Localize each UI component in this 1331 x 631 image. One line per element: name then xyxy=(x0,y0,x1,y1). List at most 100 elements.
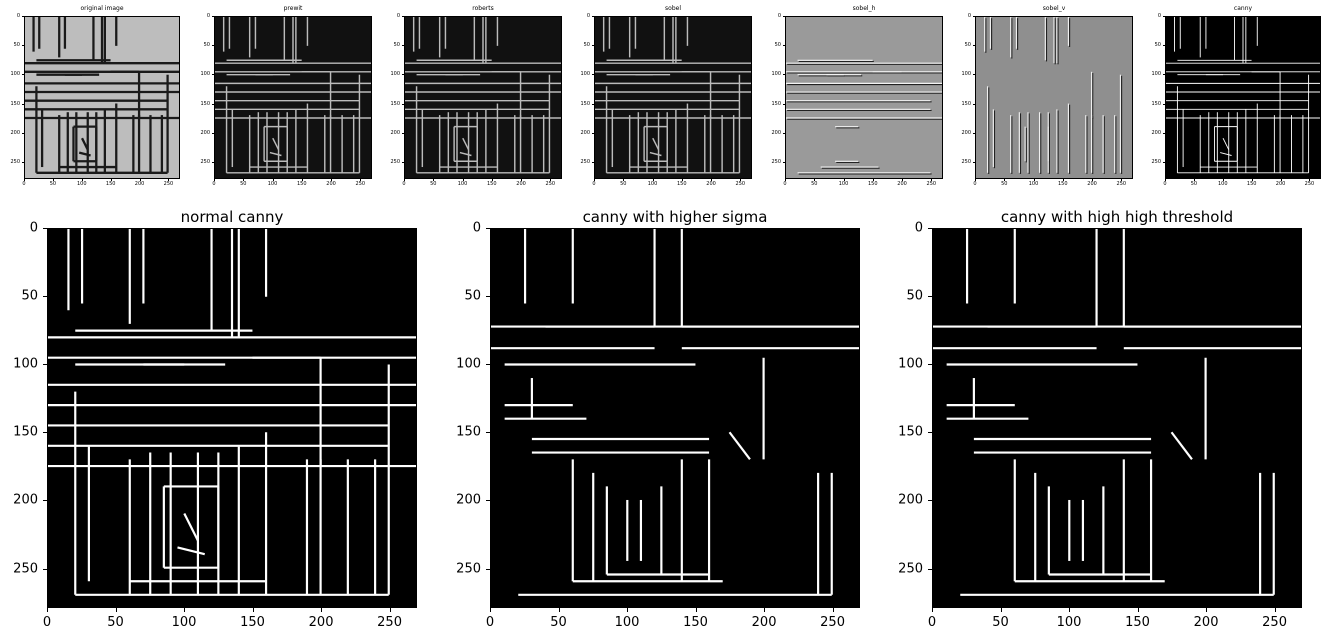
image-frame xyxy=(404,16,562,179)
x-tick xyxy=(462,179,464,181)
panel-title: canny with high high threshold xyxy=(1000,208,1234,226)
y-tick xyxy=(402,74,404,76)
image-frame xyxy=(932,228,1302,608)
x-tick-label: 50 xyxy=(107,615,124,630)
y-tick-label: 200 xyxy=(390,129,400,136)
x-tick xyxy=(558,608,560,612)
y-tick-label: 150 xyxy=(1151,100,1161,107)
y-tick-label: 250 xyxy=(1151,159,1161,166)
edge-line xyxy=(177,546,206,556)
y-tick-label: 100 xyxy=(961,71,971,78)
y-tick-label: 50 xyxy=(21,288,38,304)
x-tick xyxy=(490,608,491,612)
y-tick-label: 250 xyxy=(898,561,923,576)
y-tick-label: 100 xyxy=(580,71,590,78)
panel-canny: canny 0 50 100 150 200 250 0 50 100 150 200 250 xyxy=(1151,5,1321,187)
x-tick-label: 50 xyxy=(550,615,567,630)
y-tick-label: 250 xyxy=(580,159,590,166)
y-tick xyxy=(402,45,404,47)
y-tick-label: 250 xyxy=(10,159,20,166)
image-background xyxy=(786,17,942,178)
image-frame xyxy=(594,16,752,179)
y-tick-label: 100 xyxy=(200,71,210,78)
y-tick xyxy=(43,364,47,366)
x-tick-label: 250 xyxy=(820,615,845,630)
y-tick-label: 200 xyxy=(580,129,590,136)
panel-title: sobel xyxy=(665,5,681,12)
y-tick xyxy=(592,162,594,164)
x-tick xyxy=(301,179,303,181)
image-frame xyxy=(785,16,943,179)
x-tick-label: 200 xyxy=(706,181,716,187)
x-tick xyxy=(1092,179,1094,181)
panel-prewit: prewit 0 50 100 150 200 250 0 50 100 150 200 250 xyxy=(200,5,372,187)
y-tick-label: 250 xyxy=(456,561,481,576)
x-tick-label: 150 xyxy=(867,181,878,187)
image-frame xyxy=(214,16,372,179)
panel-canny-higher-sigma: canny with higher sigma 0 50 100 150 200 250 0 5… xyxy=(456,208,860,630)
x-tick-label: 100 xyxy=(1028,181,1039,187)
panel-title: prewit xyxy=(283,5,303,12)
x-tick-label: 200 xyxy=(516,181,526,187)
y-tick xyxy=(592,45,594,47)
y-tick xyxy=(1163,132,1165,134)
x-tick-label: 0 xyxy=(42,615,52,630)
x-tick xyxy=(832,608,834,612)
x-tick xyxy=(184,608,186,612)
edge-line xyxy=(728,431,751,460)
y-tick-label: 0 xyxy=(472,220,481,236)
y-tick-label: 0 xyxy=(914,220,923,236)
y-tick xyxy=(1163,45,1165,47)
y-tick xyxy=(973,103,975,105)
x-tick xyxy=(252,608,254,612)
x-tick-label: 150 xyxy=(1057,181,1068,187)
y-tick xyxy=(783,45,785,47)
x-tick xyxy=(1004,179,1006,181)
x-tick xyxy=(785,179,786,181)
x-tick xyxy=(1069,608,1071,612)
x-tick xyxy=(115,608,117,612)
x-tick xyxy=(1165,179,1166,181)
panel-sobel_h: sobel_h 0 50 100 150 200 250 0 50 100 150 200 250 xyxy=(771,5,943,187)
x-tick-label: 250 xyxy=(163,181,174,187)
x-tick xyxy=(47,608,48,612)
image-content xyxy=(48,229,416,607)
y-tick xyxy=(212,16,214,17)
x-tick xyxy=(81,179,83,181)
x-tick xyxy=(1000,608,1002,612)
x-tick-label: 200 xyxy=(751,615,777,630)
panel-normal-canny: normal canny 0 50 100 150 200 250 0 50 100 150 200 2… xyxy=(13,208,417,630)
y-tick-label: 100 xyxy=(13,356,38,372)
x-tick-label: 50 xyxy=(430,181,437,187)
y-tick-label: 200 xyxy=(200,129,210,136)
y-tick xyxy=(973,16,975,17)
y-tick xyxy=(486,432,490,434)
y-tick xyxy=(1163,162,1165,164)
y-tick-label: 250 xyxy=(771,159,781,166)
y-tick-label: 50 xyxy=(203,42,210,49)
edge-line xyxy=(183,513,199,542)
y-tick xyxy=(402,132,404,134)
y-tick-label: 0 xyxy=(396,13,400,19)
x-tick xyxy=(711,179,713,181)
x-tick xyxy=(902,179,904,181)
y-tick xyxy=(783,103,785,105)
x-tick xyxy=(1309,179,1311,181)
x-tick xyxy=(975,179,976,181)
edge-line xyxy=(1170,431,1193,460)
y-tick xyxy=(973,74,975,76)
y-tick xyxy=(212,74,214,76)
y-tick xyxy=(43,500,47,502)
x-tick xyxy=(1206,608,1208,612)
y-tick-label: 50 xyxy=(13,42,20,49)
x-tick xyxy=(321,608,323,612)
y-tick xyxy=(592,16,594,17)
x-tick xyxy=(389,608,391,612)
x-tick-label: 0 xyxy=(1163,181,1167,187)
x-tick-label: 0 xyxy=(22,181,26,187)
panel-title: canny with higher sigma xyxy=(582,208,768,226)
image-frame xyxy=(1165,16,1321,179)
edge-line xyxy=(269,151,282,157)
x-tick-label: 250 xyxy=(735,181,746,187)
x-tick-label: 0 xyxy=(212,181,216,187)
